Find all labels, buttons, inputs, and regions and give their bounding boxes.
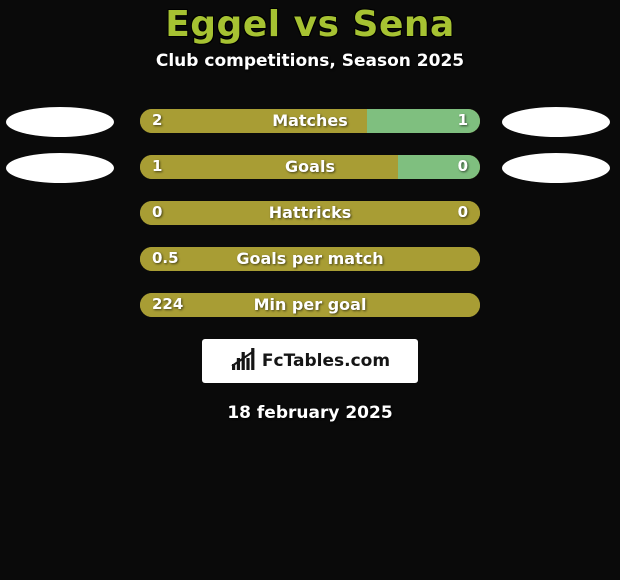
stat-bar-track: Min per goal224 (140, 293, 480, 317)
stat-bar-left (140, 109, 367, 133)
stat-bar-track: Matches21 (140, 109, 480, 133)
player-left-avatar (6, 107, 114, 137)
stat-bar-left (140, 155, 398, 179)
bar-chart-icon (230, 348, 256, 374)
stat-row: Hattricks00 (0, 201, 620, 227)
player-left-avatar (6, 153, 114, 183)
date-text: 18 february 2025 (0, 403, 620, 423)
stat-bar-track: Goals per match0.5 (140, 247, 480, 271)
stat-bar-track: Hattricks00 (140, 201, 480, 225)
stat-row: Goals10 (0, 155, 620, 181)
stat-bar-left (140, 293, 480, 317)
stat-bar-right (367, 109, 480, 133)
stat-bar-right (398, 155, 480, 179)
brand-box: FcTables.com (202, 339, 418, 383)
stat-rows-container: Matches21 Goals10 Hattricks00 Goals per mat… (0, 109, 620, 319)
brand-text: FcTables.com (262, 351, 390, 371)
player-right-avatar (502, 153, 610, 183)
stat-bar-track: Goals10 (140, 155, 480, 179)
stat-bar-left (140, 247, 480, 271)
comparison-infographic: Eggel vs Sena Club competitions, Season … (0, 0, 620, 580)
stat-row: Min per goal224 (0, 293, 620, 319)
page-title: Eggel vs Sena (0, 4, 620, 45)
stat-row: Matches21 (0, 109, 620, 135)
page-subtitle: Club competitions, Season 2025 (0, 51, 620, 71)
stat-row: Goals per match0.5 (0, 247, 620, 273)
stat-bar-left (140, 201, 480, 225)
player-right-avatar (502, 107, 610, 137)
